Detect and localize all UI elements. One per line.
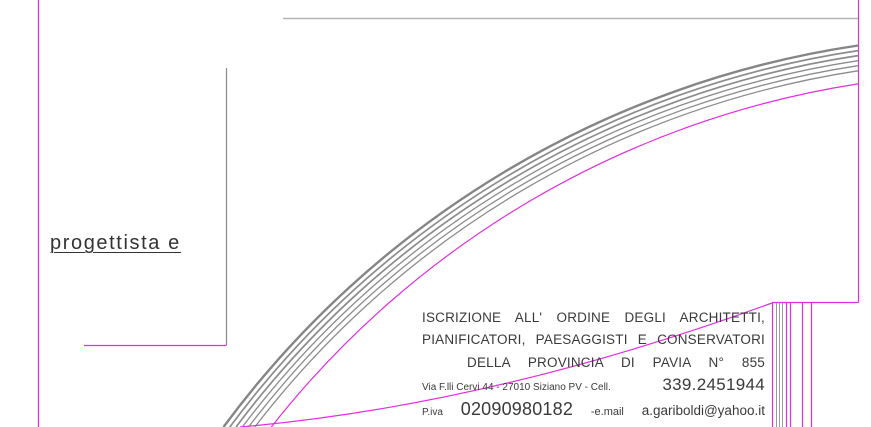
registration-line-2: PIANIFICATORI, PAESAGGISTI E CONSERVATOR…: [422, 332, 765, 347]
gray-arc-6: [254, 70, 859, 427]
phone-number: 339.2451944: [662, 375, 765, 394]
vat-number: 02090980182: [460, 399, 574, 419]
gray-arc-1: [222, 44, 859, 427]
vat-label: P.iva: [422, 407, 443, 418]
gray-arc-3: [235, 54, 859, 427]
address-text: Via F.lli Cervi 44 - 27010 Siziano PV - …: [422, 382, 611, 393]
address-row: Via F.lli Cervi 44 - 27010 Siziano PV - …: [422, 375, 765, 397]
contact-row: P.iva 02090980182 -e.mail a.gariboldi@ya…: [422, 398, 765, 422]
magenta-arc: [270, 83, 859, 427]
gray-arc-4: [241, 60, 859, 427]
designer-label: progettista e: [50, 232, 181, 254]
gray-arc-2: [229, 49, 859, 427]
magenta-swoosh-line: [239, 302, 773, 427]
registration-line-1: ISCRIZIONE ALL' ORDINE DEGLI ARCHITETTI,: [422, 310, 765, 325]
registration-line-3: DELLA PROVINCIA DI PAVIA N° 855: [467, 355, 765, 370]
email-address: a.gariboldi@yahoo.it: [641, 403, 765, 418]
email-label: -e.mail: [590, 406, 624, 418]
gray-arc-5: [247, 65, 859, 427]
